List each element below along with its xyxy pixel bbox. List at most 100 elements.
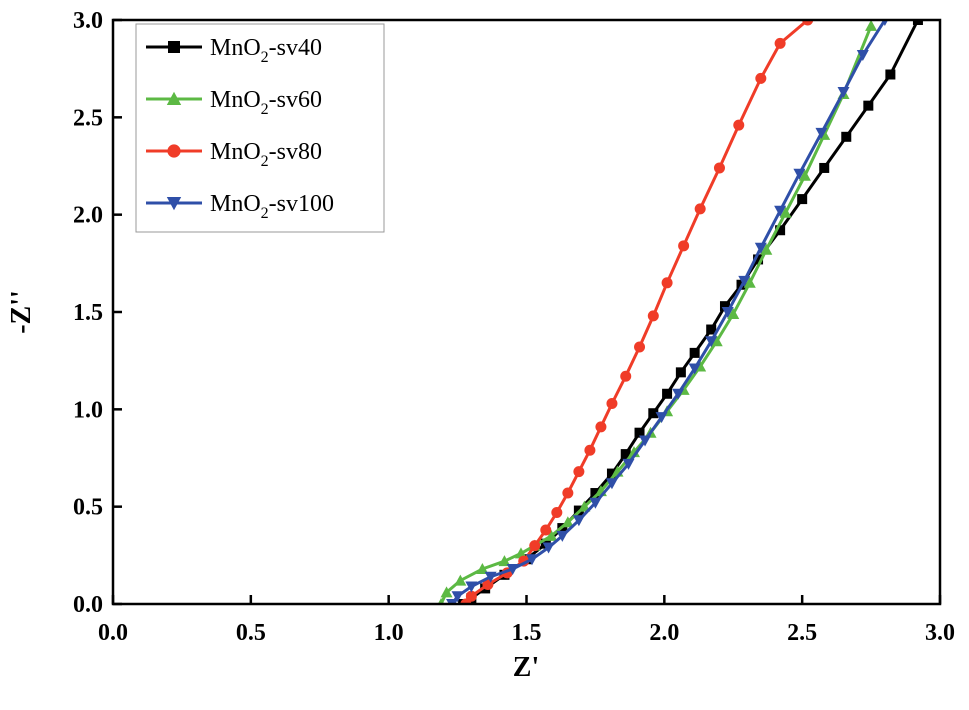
data-point bbox=[713, 162, 725, 174]
y-tick-label: 3.0 bbox=[73, 8, 103, 34]
series-sv40 bbox=[458, 20, 923, 604]
data-point bbox=[798, 169, 811, 181]
data-point bbox=[774, 37, 786, 49]
y-tick-label: 2.5 bbox=[73, 105, 103, 131]
data-point bbox=[526, 554, 539, 566]
data-point bbox=[584, 444, 596, 456]
data-point bbox=[605, 478, 618, 490]
data-point bbox=[628, 446, 641, 458]
data-point bbox=[689, 347, 700, 358]
y-tick-label: 1.0 bbox=[73, 397, 103, 423]
data-point bbox=[710, 335, 723, 347]
data-point bbox=[648, 408, 659, 419]
data-point bbox=[572, 515, 585, 527]
data-point bbox=[506, 563, 519, 575]
y-tick-label: 0.5 bbox=[73, 495, 103, 521]
legend-label: MnO2-sv80 bbox=[210, 139, 322, 170]
data-point bbox=[753, 254, 764, 265]
data-point bbox=[655, 412, 668, 424]
data-point bbox=[573, 466, 585, 478]
y-tick-label: 1.5 bbox=[73, 300, 103, 326]
data-point bbox=[662, 388, 673, 399]
data-point bbox=[815, 127, 828, 139]
x-tick-label: 2.0 bbox=[649, 620, 679, 646]
y-tick-label: 2.0 bbox=[73, 203, 103, 229]
data-point bbox=[620, 370, 632, 382]
data-point bbox=[793, 168, 806, 180]
data-point bbox=[484, 571, 497, 583]
y-axis-title: -Z'' bbox=[6, 290, 37, 334]
data-point bbox=[465, 590, 477, 602]
x-tick-label: 1.0 bbox=[374, 620, 404, 646]
data-point bbox=[542, 542, 555, 554]
legend-item: MnO2-sv100 bbox=[146, 191, 334, 222]
data-point bbox=[733, 119, 745, 131]
data-point bbox=[856, 50, 869, 62]
data-point bbox=[476, 562, 489, 574]
x-tick-label: 2.5 bbox=[787, 620, 817, 646]
x-tick-label: 0.0 bbox=[98, 620, 128, 646]
data-point bbox=[437, 598, 445, 604]
data-point bbox=[454, 574, 467, 586]
data-point bbox=[885, 69, 896, 80]
data-point bbox=[545, 529, 558, 541]
data-point bbox=[634, 341, 646, 353]
data-point bbox=[797, 194, 808, 205]
data-point bbox=[738, 275, 751, 287]
data-point bbox=[661, 277, 673, 289]
data-point bbox=[719, 301, 730, 312]
data-point bbox=[755, 72, 767, 84]
data-point bbox=[561, 516, 574, 528]
data-point bbox=[589, 497, 602, 509]
data-point bbox=[606, 468, 617, 479]
legend-label: MnO2-sv40 bbox=[210, 35, 322, 66]
legend-marker bbox=[168, 41, 180, 53]
x-tick-label: 1.5 bbox=[512, 620, 542, 646]
legend-marker bbox=[166, 197, 182, 211]
x-axis-title: Z' bbox=[513, 652, 539, 683]
series-layer bbox=[437, 20, 923, 604]
data-point bbox=[837, 87, 850, 99]
series-sv80 bbox=[460, 20, 814, 604]
data-point bbox=[556, 530, 569, 542]
legend: MnO2-sv40 MnO2-sv60 MnO2-sv80 MnO2-sv100 bbox=[135, 23, 385, 233]
data-point bbox=[705, 336, 718, 348]
data-point bbox=[863, 100, 874, 111]
data-point bbox=[634, 427, 645, 438]
data-point bbox=[774, 205, 787, 217]
x-tick-label: 3.0 bbox=[925, 620, 955, 646]
data-point bbox=[694, 203, 706, 215]
legend-item: MnO2-sv60 bbox=[146, 87, 322, 118]
data-point bbox=[672, 388, 685, 400]
data-point bbox=[595, 421, 607, 433]
data-point bbox=[540, 524, 552, 536]
data-point bbox=[590, 488, 601, 499]
series-line bbox=[450, 20, 887, 604]
data-point bbox=[819, 162, 830, 173]
ticks-layer: 0.0 0.5 1.0 1.5 2.0 2.5 3.0 0.0 0.5 1.0 1.5 2.0 2.5 3… bbox=[73, 8, 955, 646]
data-point bbox=[775, 225, 786, 236]
data-point bbox=[754, 242, 767, 254]
series-line bbox=[464, 20, 809, 604]
data-point bbox=[639, 435, 652, 447]
data-point bbox=[622, 458, 635, 470]
legend-item: MnO2-sv80 bbox=[146, 139, 322, 170]
data-point bbox=[578, 500, 591, 512]
data-point bbox=[881, 20, 889, 26]
data-point bbox=[465, 581, 478, 593]
data-point bbox=[529, 540, 541, 552]
data-point bbox=[912, 20, 923, 25]
data-point bbox=[727, 307, 740, 319]
x-tick-label: 0.5 bbox=[236, 620, 266, 646]
data-point bbox=[841, 131, 852, 142]
data-point bbox=[606, 397, 618, 409]
legend-label: MnO2-sv60 bbox=[210, 87, 322, 118]
data-point bbox=[551, 507, 563, 519]
data-point bbox=[688, 363, 701, 375]
data-point bbox=[678, 240, 690, 252]
data-point bbox=[498, 555, 511, 567]
data-point bbox=[562, 487, 574, 499]
data-point bbox=[779, 206, 792, 218]
data-point bbox=[675, 367, 686, 378]
